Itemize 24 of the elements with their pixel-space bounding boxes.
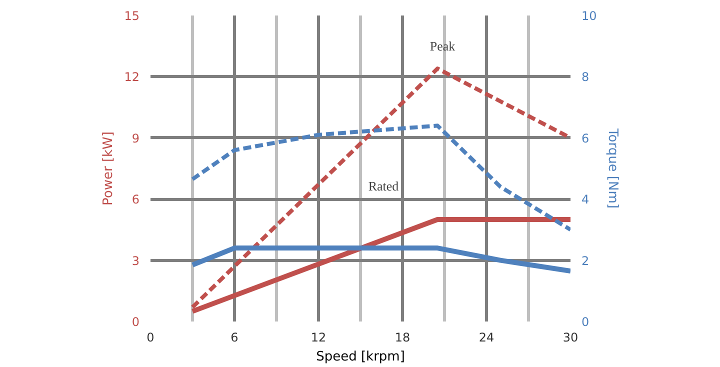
y2-tick-label: 2 <box>582 254 590 268</box>
annotation: Peak <box>430 38 456 54</box>
x-axis-title: Speed [krpm] <box>316 350 405 364</box>
y2-tick-label: 0 <box>582 315 590 329</box>
y-tick-label: 9 <box>132 131 140 146</box>
y2-tick-label: 4 <box>582 192 590 207</box>
x-tick-label: 24 <box>478 330 494 344</box>
x-tick-label: 12 <box>310 330 326 344</box>
y-tick-label: 6 <box>132 192 140 207</box>
x-tick-label: 6 <box>230 330 238 344</box>
y2-tick-label: 8 <box>582 70 590 84</box>
y-tick-label: 12 <box>124 70 140 84</box>
annotation: Rated <box>368 178 400 194</box>
y2-tick-label: 10 <box>582 9 597 23</box>
y-tick-label: 3 <box>132 254 140 268</box>
y-tick-label: 15 <box>124 9 140 23</box>
y-axis-title: Power [kW] <box>101 132 116 206</box>
x-tick-label: 0 <box>146 330 154 344</box>
x-tick-label: 18 <box>394 330 410 344</box>
y2-axis-title: Torque [Nm] <box>604 128 620 208</box>
x-tick-label: 30 <box>562 330 578 344</box>
y-tick-label: 0 <box>132 315 140 329</box>
line-series <box>190 124 570 232</box>
y2-tick-label: 6 <box>582 131 590 146</box>
